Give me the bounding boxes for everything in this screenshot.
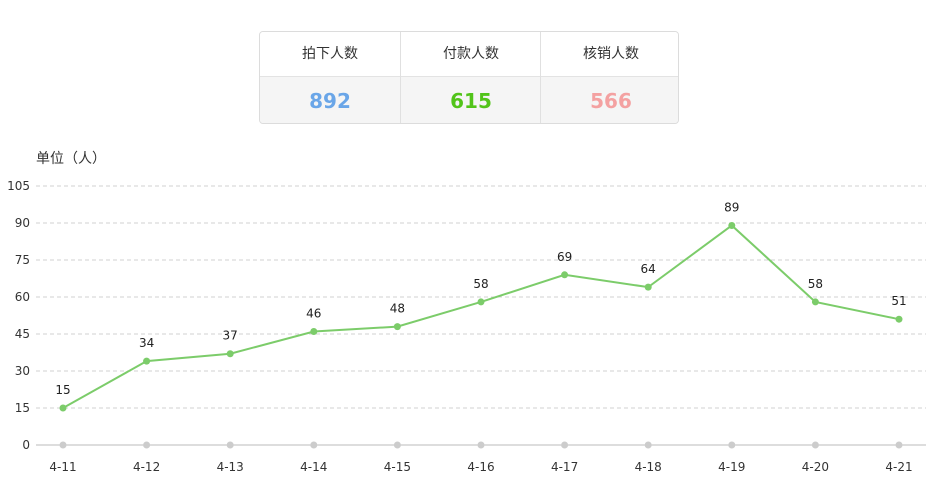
- stat-value-ordered: 892: [260, 77, 400, 123]
- y-tick-label: 30: [15, 364, 30, 378]
- data-point: [393, 323, 401, 331]
- x-tick-label: 4-12: [133, 460, 160, 474]
- stat-value-redeemed: 566: [541, 77, 678, 123]
- x-axis-dot: [226, 441, 234, 449]
- y-tick-label: 75: [15, 253, 30, 267]
- data-point: [811, 298, 819, 306]
- data-label: 89: [724, 200, 739, 214]
- data-point: [310, 328, 318, 336]
- data-label: 34: [139, 336, 154, 350]
- data-point: [477, 298, 485, 306]
- y-tick-label: 105: [7, 179, 30, 193]
- stat-label-paid: 付款人数: [401, 32, 541, 77]
- data-label: 58: [473, 277, 488, 291]
- x-axis-dot: [895, 441, 903, 449]
- stat-col-ordered: 拍下人数 892: [260, 32, 400, 123]
- x-axis-dot: [644, 441, 652, 449]
- data-point: [895, 315, 903, 323]
- x-tick-label: 4-14: [300, 460, 327, 474]
- stat-value-paid: 615: [401, 77, 541, 123]
- data-label: 69: [557, 250, 572, 264]
- data-point: [59, 404, 67, 412]
- x-axis-dot: [310, 441, 318, 449]
- x-axis-dot: [477, 441, 485, 449]
- x-tick-label: 4-18: [635, 460, 662, 474]
- stat-label-ordered: 拍下人数: [260, 32, 400, 77]
- y-axis-unit-label: 单位（人）: [36, 151, 106, 167]
- x-tick-label: 4-19: [718, 460, 745, 474]
- x-tick-label: 4-16: [467, 460, 494, 474]
- data-label: 15: [55, 383, 70, 397]
- x-axis-dot: [143, 441, 151, 449]
- data-label: 48: [390, 302, 405, 316]
- data-point: [728, 221, 736, 229]
- x-tick-label: 4-15: [384, 460, 411, 474]
- y-tick-label: 60: [15, 290, 30, 304]
- y-tick-label: 45: [15, 327, 30, 341]
- data-label: 46: [306, 307, 321, 321]
- x-axis-dot: [561, 441, 569, 449]
- data-point: [226, 350, 234, 358]
- x-tick-label: 4-20: [802, 460, 829, 474]
- x-tick-label: 4-13: [217, 460, 244, 474]
- y-tick-label: 15: [15, 401, 30, 415]
- x-axis-dot: [811, 441, 819, 449]
- stat-label-redeemed: 核销人数: [541, 32, 678, 77]
- data-point: [561, 271, 569, 279]
- data-point: [644, 283, 652, 291]
- x-axis-dot: [59, 441, 67, 449]
- y-tick-label: 0: [22, 438, 30, 452]
- x-axis-dot: [728, 441, 736, 449]
- data-label: 58: [808, 277, 823, 291]
- x-axis-dot: [393, 441, 401, 449]
- stat-col-redeemed: 核销人数 566: [540, 32, 678, 123]
- stats-panel: 拍下人数 892 付款人数 615 核销人数 566: [259, 31, 679, 124]
- x-tick-label: 4-21: [885, 460, 912, 474]
- line-chart: 0 15 30 45 60 75 90 105 4-11 4-12 4-13 4-14 4-15 4-16…: [7, 179, 926, 474]
- series-line: [62, 224, 900, 409]
- x-tick-label: 4-11: [49, 460, 76, 474]
- data-label: 64: [641, 262, 656, 276]
- data-label: 51: [891, 294, 906, 308]
- x-tick-label: 4-17: [551, 460, 578, 474]
- stat-col-paid: 付款人数 615: [400, 32, 541, 123]
- data-label: 37: [223, 329, 238, 343]
- y-tick-label: 90: [15, 216, 30, 230]
- data-point: [143, 357, 151, 365]
